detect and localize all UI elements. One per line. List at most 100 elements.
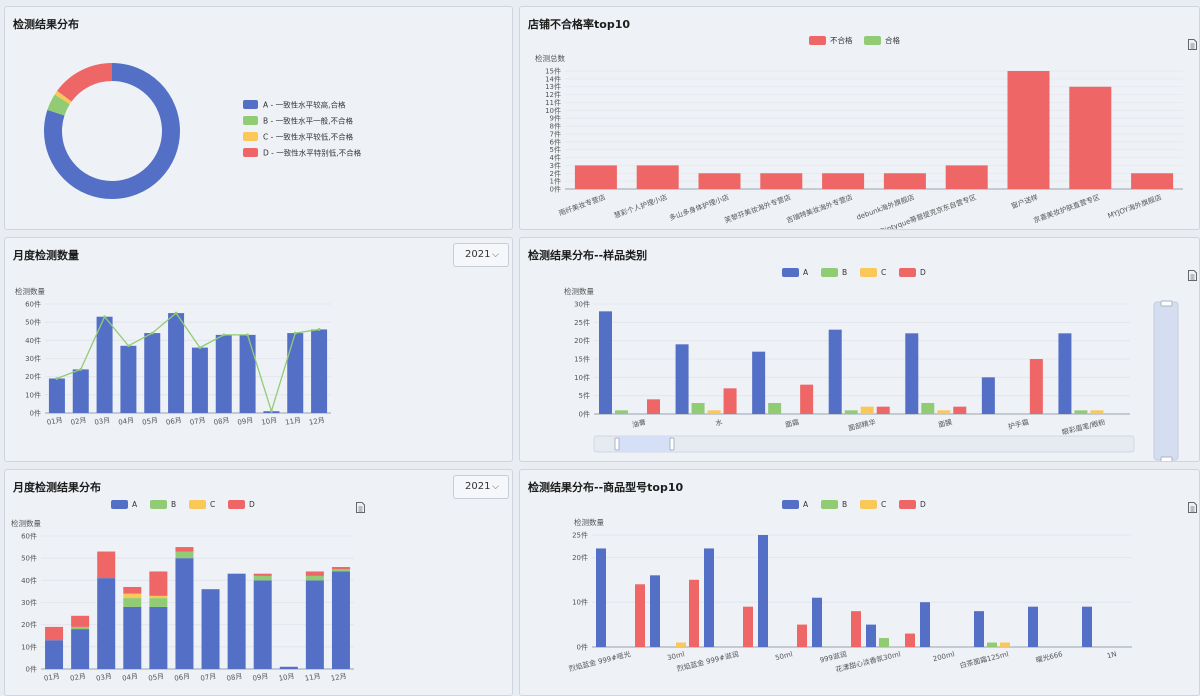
bar-segment[interactable]	[201, 589, 220, 669]
save-as-image-icon[interactable]	[1188, 502, 1197, 513]
legend-swatch[interactable]	[899, 500, 916, 509]
bar[interactable]	[828, 329, 842, 414]
bar[interactable]	[599, 311, 612, 414]
line-point[interactable]	[103, 315, 106, 319]
bar[interactable]	[191, 347, 208, 413]
bar[interactable]	[760, 173, 803, 189]
bar-segment[interactable]	[71, 615, 90, 627]
datazoom-vertical-track[interactable]	[1153, 301, 1179, 461]
bar[interactable]	[698, 173, 741, 189]
bar[interactable]	[945, 165, 988, 189]
bar[interactable]	[1058, 333, 1072, 414]
bar-segment[interactable]	[123, 606, 142, 669]
bar[interactable]	[987, 642, 997, 647]
bar-segment[interactable]	[149, 571, 168, 596]
bar[interactable]	[1082, 606, 1092, 647]
legend-swatch[interactable]	[821, 500, 838, 509]
legend-swatch[interactable]	[243, 116, 258, 125]
bar[interactable]	[743, 606, 753, 647]
bar[interactable]	[1007, 71, 1050, 189]
year-select[interactable]: 2021 ⌵	[453, 475, 509, 499]
bar[interactable]	[921, 403, 935, 414]
bar-segment[interactable]	[227, 573, 246, 669]
bar-segment[interactable]	[305, 571, 324, 576]
bar-segment[interactable]	[331, 569, 350, 572]
bar-segment[interactable]	[149, 595, 168, 599]
bar[interactable]	[1028, 606, 1038, 647]
legend-swatch[interactable]	[150, 500, 167, 509]
save-as-image-icon[interactable]	[1188, 270, 1197, 281]
bar[interactable]	[311, 329, 328, 413]
save-as-image-icon[interactable]	[1188, 39, 1197, 50]
bar[interactable]	[168, 313, 185, 413]
bar[interactable]	[800, 384, 814, 414]
legend-swatch[interactable]	[864, 36, 881, 45]
bar-segment[interactable]	[175, 558, 194, 669]
bar[interactable]	[215, 334, 232, 413]
bar[interactable]	[883, 173, 926, 189]
bar[interactable]	[675, 344, 689, 414]
bar[interactable]	[953, 406, 967, 414]
bar-segment[interactable]	[149, 606, 168, 669]
line-point[interactable]	[317, 328, 321, 331]
bar[interactable]	[937, 410, 951, 414]
bar[interactable]	[768, 403, 782, 414]
bar-segment[interactable]	[175, 551, 194, 559]
bar[interactable]	[822, 173, 865, 189]
bar-segment[interactable]	[45, 626, 64, 641]
datazoom-slider-window[interactable]	[618, 436, 672, 452]
bar[interactable]	[1090, 410, 1104, 414]
bar-segment[interactable]	[123, 598, 142, 607]
bar[interactable]	[844, 410, 858, 414]
bar[interactable]	[905, 633, 915, 647]
legend-swatch[interactable]	[860, 500, 877, 509]
bar-segment[interactable]	[175, 547, 194, 552]
line-point[interactable]	[293, 331, 297, 335]
bar[interactable]	[876, 406, 890, 414]
legend-swatch[interactable]	[189, 500, 206, 509]
bar-segment[interactable]	[45, 640, 64, 669]
bar[interactable]	[974, 611, 984, 647]
bar[interactable]	[905, 333, 919, 414]
year-select[interactable]: 2021 ⌵	[453, 243, 509, 267]
bar[interactable]	[635, 584, 645, 647]
bar[interactable]	[615, 410, 628, 414]
legend-swatch[interactable]	[228, 500, 245, 509]
line-point[interactable]	[198, 346, 202, 349]
bar[interactable]	[860, 406, 874, 414]
bar-segment[interactable]	[331, 567, 350, 570]
bar[interactable]	[647, 399, 660, 414]
bar[interactable]	[920, 602, 930, 647]
bar[interactable]	[866, 624, 876, 647]
bar[interactable]	[574, 165, 617, 189]
bar[interactable]	[636, 165, 679, 189]
legend-swatch[interactable]	[243, 132, 258, 141]
legend-swatch[interactable]	[782, 500, 799, 509]
line-point[interactable]	[150, 331, 154, 335]
bar-segment[interactable]	[253, 575, 272, 581]
bar-segment[interactable]	[331, 571, 350, 669]
bar[interactable]	[689, 579, 699, 647]
bar-segment[interactable]	[97, 551, 116, 579]
bar-segment[interactable]	[97, 578, 116, 669]
pie-slice[interactable]	[44, 63, 180, 199]
bar[interactable]	[287, 333, 304, 413]
legend-swatch[interactable]	[860, 268, 877, 277]
line-point[interactable]	[79, 368, 83, 371]
bar[interactable]	[752, 351, 766, 414]
line-point[interactable]	[127, 344, 130, 348]
bar[interactable]	[723, 388, 737, 414]
bar-segment[interactable]	[71, 626, 90, 630]
bar-segment[interactable]	[123, 586, 142, 594]
bar[interactable]	[596, 548, 606, 647]
bar-segment[interactable]	[71, 629, 90, 669]
bar-segment[interactable]	[123, 593, 142, 599]
bar[interactable]	[1029, 359, 1043, 414]
save-as-image-icon[interactable]	[356, 502, 365, 513]
bar-segment[interactable]	[305, 575, 324, 581]
bar[interactable]	[851, 611, 861, 647]
datazoom-bottom-handle[interactable]	[1160, 456, 1173, 462]
line-point[interactable]	[174, 311, 178, 315]
legend-swatch[interactable]	[243, 100, 258, 109]
legend-swatch[interactable]	[782, 268, 799, 277]
